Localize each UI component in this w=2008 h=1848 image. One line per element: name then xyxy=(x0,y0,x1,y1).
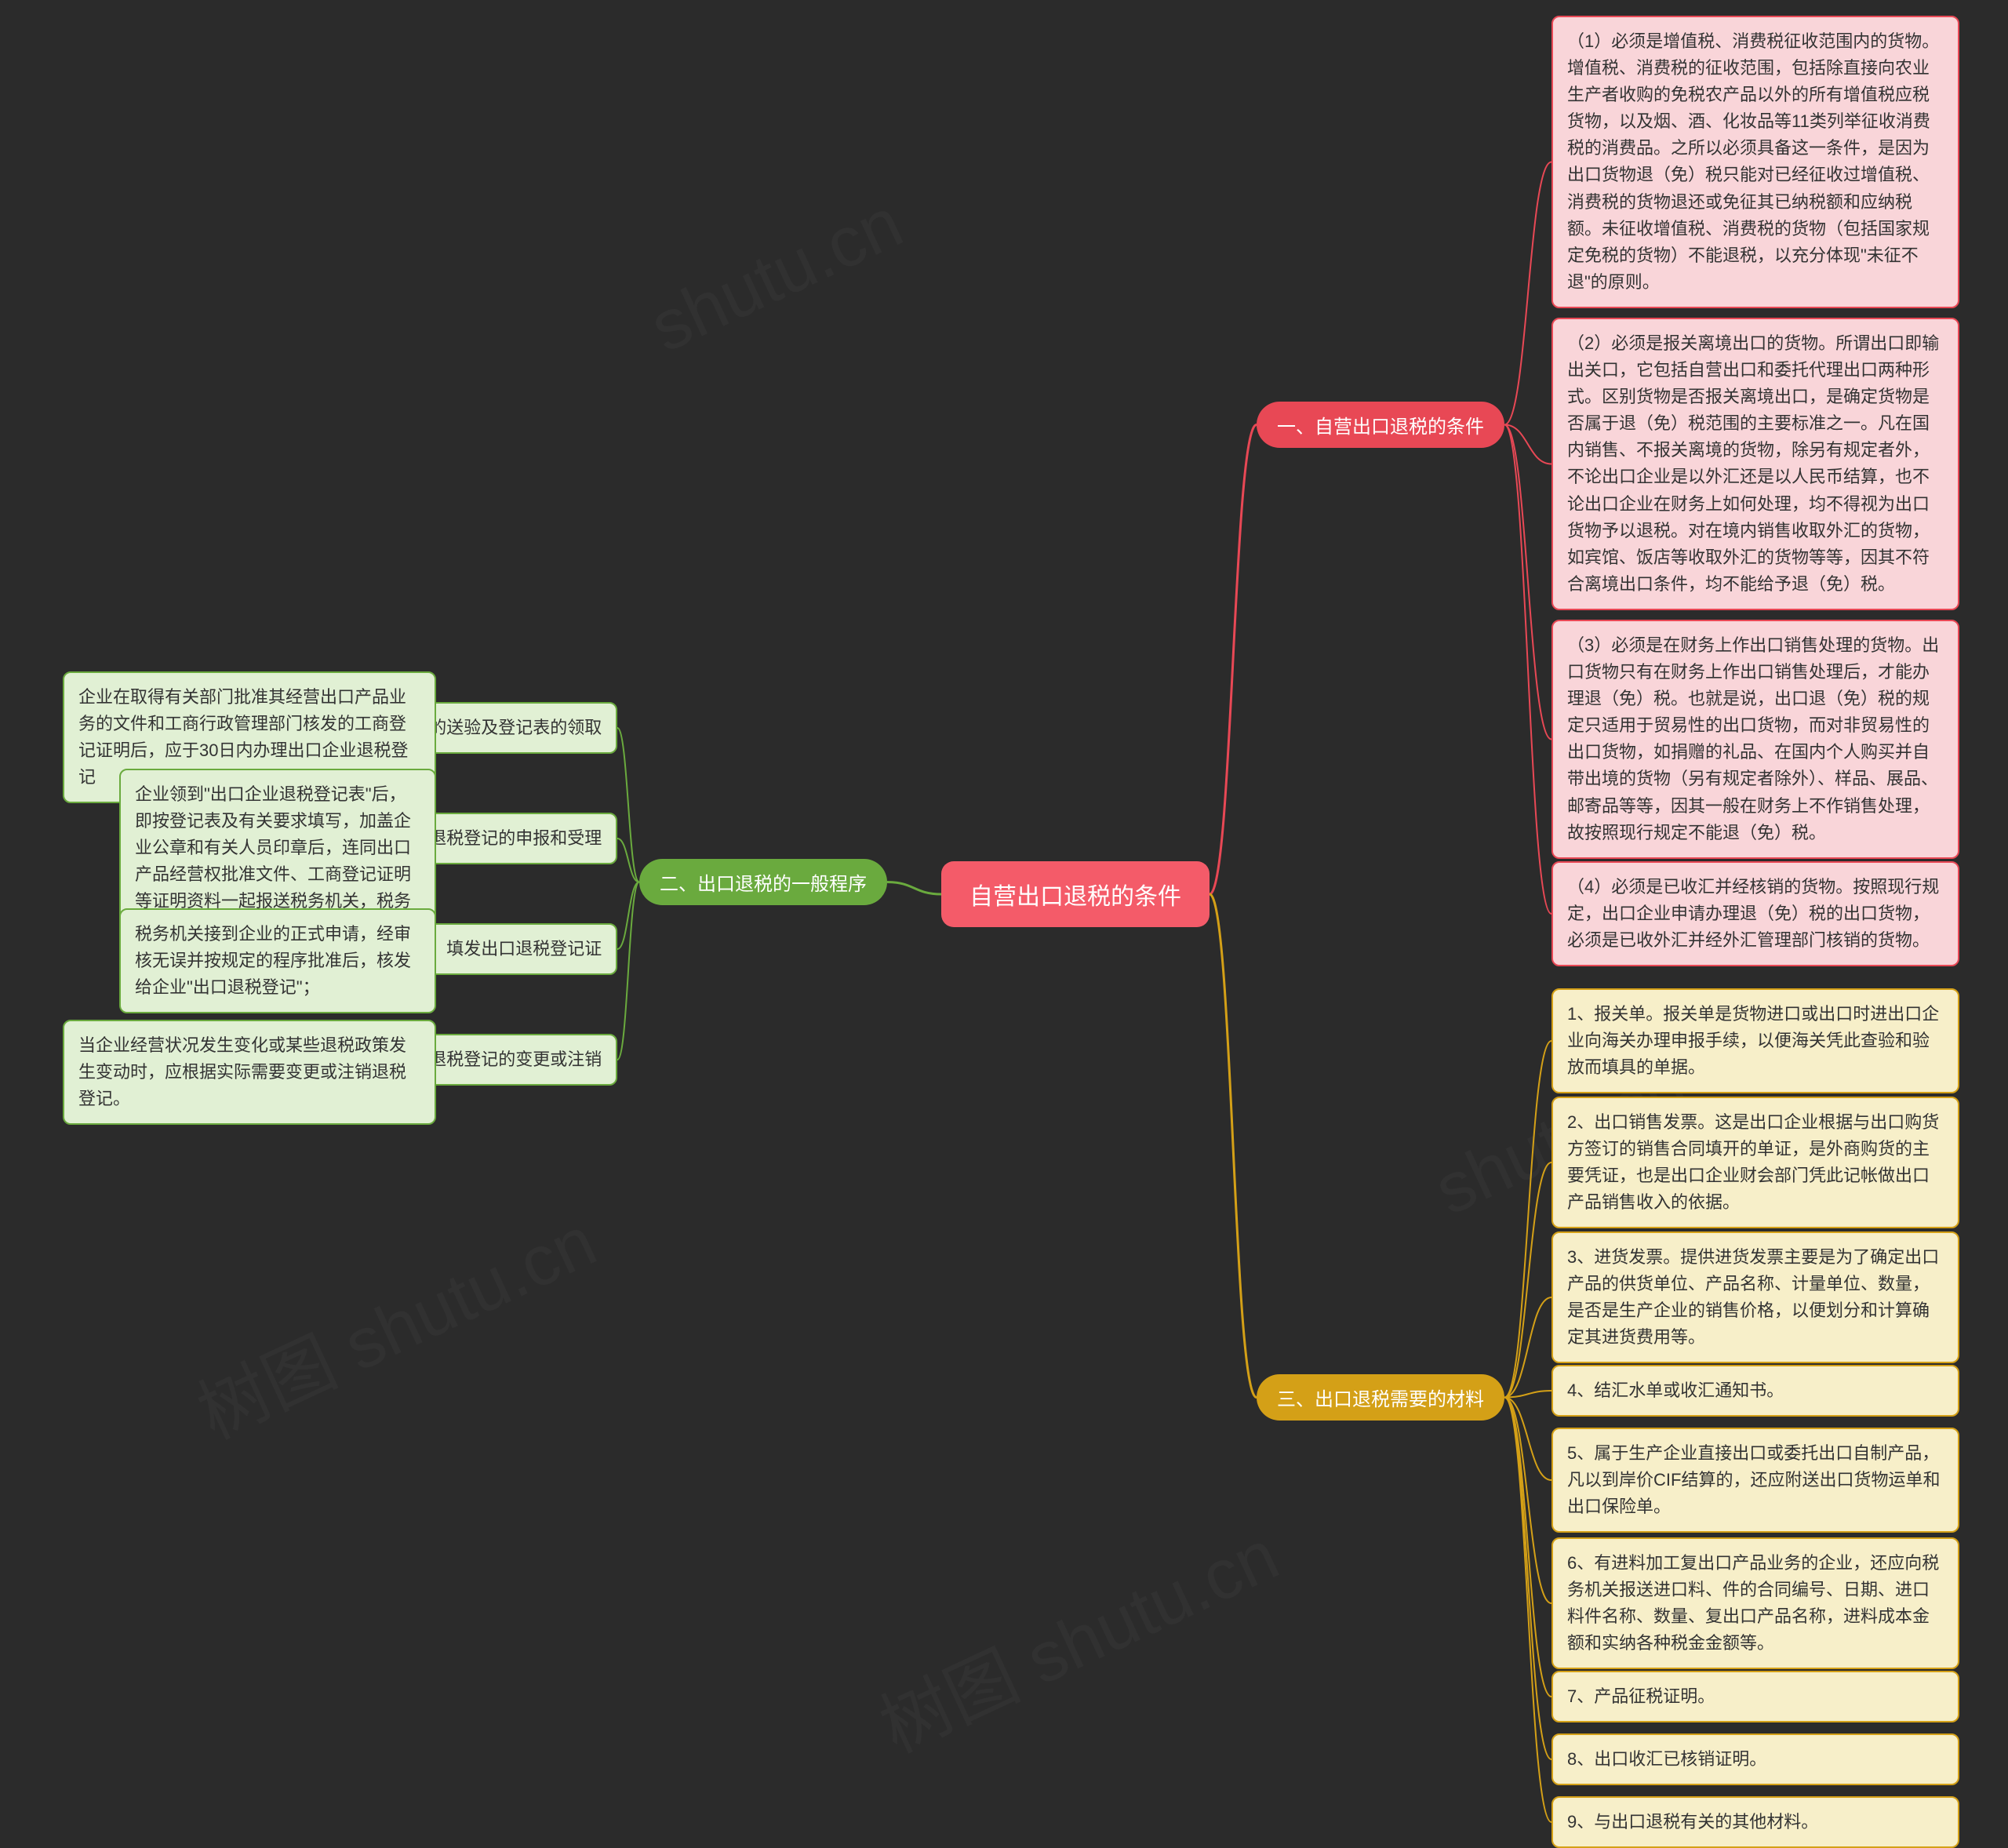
watermark: 树图 shutu.cn xyxy=(179,1185,609,1458)
branch-1[interactable]: 一、自营出口退税的条件 xyxy=(1257,402,1504,448)
branch-2-leaf-4[interactable]: 当企业经营状况发生变化或某些退税政策发生变动时，应根据实际需要变更或注销退税登记… xyxy=(63,1020,436,1125)
branch-3-leaf-3[interactable]: 3、进货发票。提供进货发票主要是为了确定出口产品的供货单位、产品名称、计量单位、… xyxy=(1551,1231,1959,1363)
branch-3-leaf-4[interactable]: 4、结汇水单或收汇通知书。 xyxy=(1551,1365,1959,1417)
mindmap-canvas: shutu.cnshutu.cn树图 shutu.cn树图 shutu.cn自营… xyxy=(0,0,2008,1840)
branch-3-leaf-9[interactable]: 9、与出口退税有关的其他材料。 xyxy=(1551,1796,1959,1848)
root-node[interactable]: 自营出口退税的条件 xyxy=(941,861,1210,927)
branch-1-leaf-4[interactable]: （4）必须是已收汇并经核销的货物。按照现行规定，出口企业申请办理退（免）税的出口… xyxy=(1551,861,1959,966)
branch-2-leaf-3[interactable]: 税务机关接到企业的正式申请，经审核无误并按规定的程序批准后，核发给企业"出口退税… xyxy=(119,908,436,1013)
branch-3[interactable]: 三、出口退税需要的材料 xyxy=(1257,1374,1504,1421)
branch-3-leaf-7[interactable]: 7、产品征税证明。 xyxy=(1551,1671,1959,1722)
watermark: shutu.cn xyxy=(638,183,915,369)
branch-3-leaf-6[interactable]: 6、有进料加工复出口产品业务的企业，还应向税务机关报送进口料、件的合同编号、日期… xyxy=(1551,1537,1959,1669)
branch-3-leaf-1[interactable]: 1、报关单。报关单是货物进口或出口时进出口企业向海关办理申报手续，以便海关凭此查… xyxy=(1551,988,1959,1093)
branch-3-leaf-8[interactable]: 8、出口收汇已核销证明。 xyxy=(1551,1733,1959,1785)
watermark: 树图 shutu.cn xyxy=(861,1499,1292,1772)
branch-2[interactable]: 二、出口退税的一般程序 xyxy=(639,859,887,905)
branch-3-leaf-2[interactable]: 2、出口销售发票。这是出口企业根据与出口购货方签订的销售合同填开的单证，是外商购… xyxy=(1551,1097,1959,1228)
branch-1-leaf-2[interactable]: （2）必须是报关离境出口的货物。所谓出口即输出关口，它包括自营出口和委托代理出口… xyxy=(1551,318,1959,610)
branch-1-leaf-3[interactable]: （3）必须是在财务上作出口销售处理的货物。出口货物只有在财务上作出口销售处理后，… xyxy=(1551,620,1959,859)
branch-1-leaf-1[interactable]: （1）必须是增值税、消费税征收范围内的货物。增值税、消费税的征收范围，包括除直接… xyxy=(1551,16,1959,308)
branch-3-leaf-5[interactable]: 5、属于生产企业直接出口或委托出口自制产品，凡以到岸价CIF结算的，还应附送出口… xyxy=(1551,1428,1959,1533)
